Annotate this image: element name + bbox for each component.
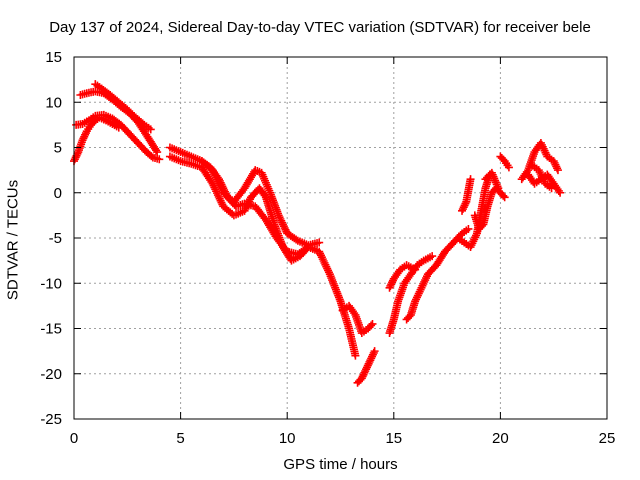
x-tick-label: 15 <box>385 430 402 447</box>
data-point <box>461 199 470 208</box>
data-point <box>278 220 287 229</box>
data-point <box>70 155 79 164</box>
data-point <box>499 191 508 200</box>
data-point <box>362 365 371 374</box>
data-point <box>367 321 376 330</box>
y-tick-label: 10 <box>45 94 62 111</box>
data-point <box>79 134 88 143</box>
data-point <box>153 148 162 157</box>
data-point <box>363 361 372 370</box>
data-point <box>275 213 284 222</box>
data-point <box>547 184 556 193</box>
x-tick-label: 0 <box>70 430 78 447</box>
y-tick-label: 15 <box>45 49 62 66</box>
data-point <box>358 372 367 381</box>
x-tick-label: 25 <box>599 430 616 447</box>
data-point <box>278 218 287 227</box>
data-point <box>553 166 562 175</box>
axis-ticks: 0 5 10 15 20 25 -25 -20 -15 -10 -5 0 5 10 15 <box>40 49 615 447</box>
data-point <box>361 367 370 376</box>
data-point <box>458 206 467 215</box>
data-point <box>360 368 369 377</box>
data-point <box>351 351 360 360</box>
data-point <box>152 146 161 155</box>
y-tick-label: -20 <box>40 366 62 383</box>
data-point <box>504 163 513 172</box>
data-point <box>279 222 288 231</box>
y-tick-label: -10 <box>40 275 62 292</box>
data-point <box>549 157 558 166</box>
y-tick-label: -15 <box>40 321 62 338</box>
data-point <box>458 205 467 214</box>
x-tick-label: 10 <box>279 430 296 447</box>
data-point <box>388 278 397 287</box>
x-tick-label: 20 <box>492 430 509 447</box>
data-point <box>494 184 503 193</box>
data-point <box>274 211 283 220</box>
data-point <box>385 283 394 292</box>
data-point <box>81 130 90 139</box>
data-point <box>71 153 80 162</box>
data-point <box>78 136 87 145</box>
data-point <box>280 224 289 233</box>
y-tick-label: 0 <box>54 185 62 202</box>
data-point <box>428 252 437 261</box>
data-point <box>146 125 155 134</box>
data-point <box>368 352 377 361</box>
data-point <box>556 188 565 197</box>
chart-title: Day 137 of 2024, Sidereal Day-to-day VTE… <box>49 19 591 36</box>
data-point <box>370 347 379 356</box>
data-point <box>411 265 420 274</box>
data-point <box>386 281 395 290</box>
y-tick-label: -25 <box>40 411 62 428</box>
y-tick-label: 5 <box>54 140 62 157</box>
y-axis-label: SDTVAR / TECUs <box>4 179 22 301</box>
data-point <box>369 348 378 357</box>
data-point <box>367 354 376 363</box>
x-axis-label: GPS time / hours <box>283 456 398 473</box>
data-point <box>500 193 509 202</box>
data-point <box>357 374 366 383</box>
x-tick-label: 5 <box>176 430 184 447</box>
data-point <box>387 280 396 289</box>
data-point <box>459 203 468 212</box>
data-point <box>553 164 562 173</box>
data-point <box>466 175 475 184</box>
grid <box>74 57 607 419</box>
data-point <box>362 363 371 372</box>
data-point <box>366 356 375 365</box>
data-point <box>552 162 561 171</box>
data-point <box>368 319 377 328</box>
data-point <box>551 160 560 169</box>
data-point <box>73 149 82 158</box>
data-point <box>281 225 290 234</box>
data-point <box>359 370 368 379</box>
data-point <box>365 357 374 366</box>
data-point <box>276 214 285 223</box>
data-point <box>554 186 563 195</box>
data-point <box>277 216 286 225</box>
data-point <box>368 350 377 359</box>
data-point <box>80 132 89 141</box>
y-tick-label: -5 <box>49 230 62 247</box>
data-point <box>464 224 473 233</box>
data-point <box>315 238 324 247</box>
data-point <box>364 359 373 368</box>
data-point <box>460 201 469 210</box>
data-points <box>70 80 565 387</box>
data-point <box>550 158 559 167</box>
data-point <box>155 155 164 164</box>
